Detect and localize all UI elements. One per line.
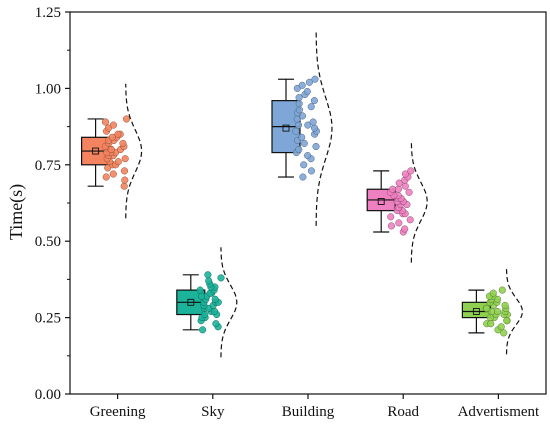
- data-point: [497, 323, 505, 331]
- y-tick-label: 0.50: [35, 234, 61, 250]
- y-tick-label: 1.25: [35, 5, 61, 21]
- distribution-curve: [410, 140, 428, 263]
- plot-frame: [69, 11, 547, 395]
- data-point: [114, 130, 122, 138]
- data-point: [201, 310, 209, 319]
- y-axis-title: Time(s): [6, 184, 27, 240]
- data-point: [212, 320, 220, 328]
- data-point: [120, 167, 129, 175]
- distribution-curve: [315, 30, 333, 226]
- data-point: [292, 127, 300, 135]
- data-point: [387, 222, 395, 230]
- data-point: [305, 78, 313, 86]
- data-point: [121, 176, 129, 184]
- y-tick-label: 0.75: [35, 158, 61, 174]
- mean-marker: [92, 147, 100, 155]
- x-tick-label: Greening: [90, 404, 146, 420]
- data-point: [295, 145, 303, 154]
- data-point: [401, 170, 409, 178]
- data-point: [298, 133, 306, 141]
- data-point: [483, 304, 491, 312]
- data-point: [121, 155, 129, 163]
- data-point: [312, 142, 320, 151]
- data-point: [102, 173, 110, 181]
- mean-marker: [377, 198, 385, 205]
- data-point: [406, 216, 414, 224]
- mean-marker: [472, 308, 480, 315]
- data-point: [109, 121, 117, 129]
- mean-marker: [282, 124, 290, 132]
- data-point: [197, 292, 206, 300]
- data-point: [309, 118, 317, 126]
- data-point: [310, 124, 319, 132]
- data-point: [405, 188, 413, 196]
- data-point: [493, 307, 502, 316]
- data-point: [395, 179, 403, 187]
- data-point: [204, 271, 212, 279]
- data-point: [307, 167, 315, 175]
- y-tick-label: 0.00: [35, 387, 61, 403]
- data-point: [389, 185, 397, 193]
- data-point: [114, 158, 122, 166]
- distribution-curve: [220, 247, 238, 358]
- data-point: [217, 274, 225, 282]
- data-point: [295, 106, 303, 114]
- data-point: [407, 167, 415, 175]
- y-tick-label: 1.00: [35, 81, 61, 97]
- x-tick-label: Advertisment: [458, 404, 540, 420]
- data-point: [486, 314, 494, 322]
- distribution-curve: [125, 83, 143, 219]
- x-tick-label: Building: [282, 404, 335, 420]
- data-point: [498, 286, 506, 294]
- data-point: [401, 182, 409, 190]
- data-point: [211, 295, 219, 303]
- data-point: [109, 170, 117, 178]
- data-point: [294, 121, 303, 129]
- data-point: [107, 145, 115, 154]
- x-tick-label: Sky: [201, 404, 225, 420]
- data-point: [503, 317, 511, 325]
- data-point: [101, 118, 110, 126]
- data-point: [501, 301, 509, 309]
- data-point: [205, 277, 213, 285]
- data-point: [196, 286, 204, 294]
- data-point: [395, 219, 403, 227]
- data-point: [300, 139, 308, 147]
- data-point: [401, 225, 409, 233]
- data-point: [387, 213, 395, 221]
- data-point: [299, 173, 307, 181]
- data-point: [199, 326, 207, 334]
- data-point: [295, 100, 303, 108]
- data-point: [304, 121, 312, 129]
- data-point: [120, 182, 128, 190]
- data-point: [295, 94, 303, 102]
- data-point: [108, 133, 116, 141]
- y-tick-label: 0.25: [35, 311, 61, 327]
- x-tick-label: Road: [387, 404, 419, 420]
- data-point: [489, 289, 497, 297]
- data-point: [307, 103, 315, 111]
- data-point: [300, 161, 308, 169]
- data-point: [303, 87, 311, 96]
- data-point: [500, 329, 508, 337]
- data-point: [119, 139, 127, 147]
- mean-marker: [187, 298, 195, 306]
- data-point: [310, 97, 318, 105]
- data-point: [304, 152, 312, 160]
- data-point: [122, 115, 131, 123]
- data-point: [298, 81, 306, 89]
- data-point: [487, 320, 495, 328]
- data-point: [311, 75, 319, 83]
